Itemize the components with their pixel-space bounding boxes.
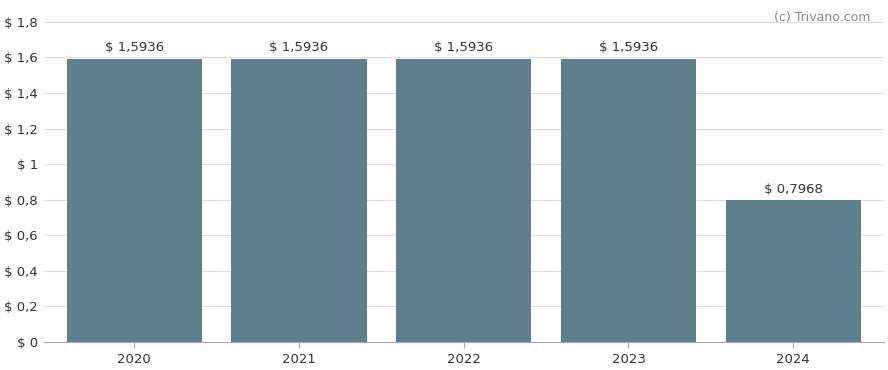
Text: $ 1,5936: $ 1,5936 xyxy=(269,41,329,54)
Bar xyxy=(396,58,531,342)
Text: $ 1,5936: $ 1,5936 xyxy=(434,41,493,54)
Text: $ 1,5936: $ 1,5936 xyxy=(599,41,658,54)
Bar xyxy=(67,58,202,342)
Bar xyxy=(725,200,860,342)
Text: (c) Trivano.com: (c) Trivano.com xyxy=(773,11,870,24)
Text: $ 1,5936: $ 1,5936 xyxy=(105,41,163,54)
Bar xyxy=(561,58,696,342)
Bar xyxy=(232,58,367,342)
Text: $ 0,7968: $ 0,7968 xyxy=(764,183,822,196)
